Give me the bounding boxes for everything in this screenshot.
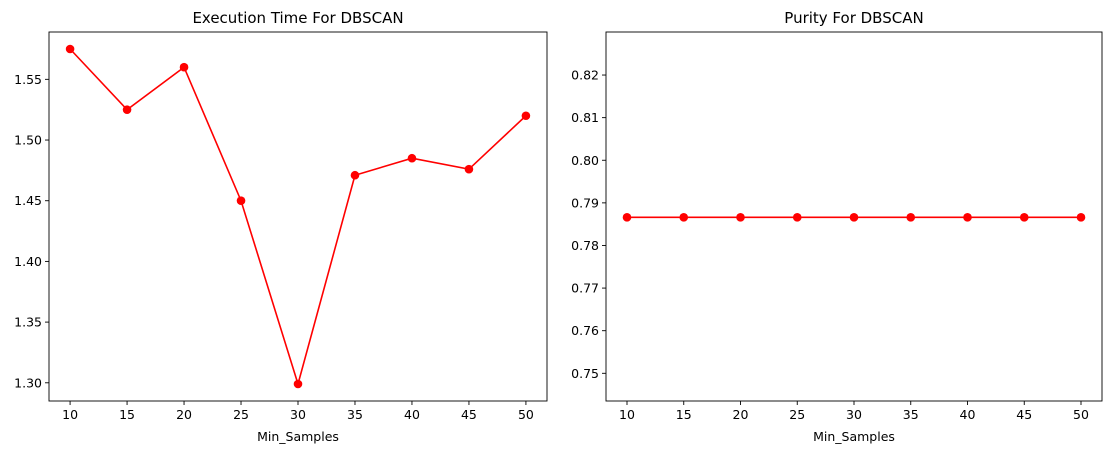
data-point <box>1019 213 1029 222</box>
x-tick-label: 45 <box>461 407 477 422</box>
data-point <box>293 379 303 389</box>
y-tick-label: 0.75 <box>571 366 599 381</box>
data-point <box>350 170 360 180</box>
x-tick-label: 45 <box>1016 407 1032 422</box>
y-tick-label: 0.81 <box>571 110 599 125</box>
chart-title: Execution Time For DBSCAN <box>192 9 403 27</box>
y-tick-label: 0.79 <box>571 195 599 210</box>
data-point <box>622 213 632 222</box>
data-point <box>792 213 802 222</box>
x-tick-label: 50 <box>518 407 534 422</box>
data-point <box>679 213 689 222</box>
x-tick-label: 20 <box>733 407 749 422</box>
data-point <box>464 164 474 174</box>
x-tick-label: 50 <box>1073 407 1089 422</box>
x-tick-label: 25 <box>233 407 249 422</box>
x-tick-label: 15 <box>119 407 135 422</box>
x-tick-label: 40 <box>404 407 420 422</box>
chart-title: Purity For DBSCAN <box>784 9 923 27</box>
plot-area-frame <box>48 31 548 402</box>
data-point <box>122 105 132 114</box>
x-tick-label: 35 <box>347 407 363 422</box>
chart-panel-2: Purity For DBSCAN 10 15 20 25 30 35 40 45 50 0.75 0… <box>571 9 1103 444</box>
x-tick-label: 30 <box>846 407 862 422</box>
y-tick-label: 1.55 <box>14 72 42 87</box>
y-tick-label: 0.78 <box>571 238 599 253</box>
x-tick-label: 35 <box>903 407 919 422</box>
x-tick-label: 10 <box>619 407 635 422</box>
y-tick-label: 1.45 <box>14 193 42 208</box>
y-tick-label: 1.30 <box>14 375 42 390</box>
x-tick-label: 15 <box>676 407 692 422</box>
x-axis-label: Min_Samples <box>257 429 339 444</box>
data-point <box>521 111 531 121</box>
y-tick-label: 0.77 <box>571 281 599 296</box>
y-tick-label: 0.82 <box>571 68 599 83</box>
x-tick-label: 20 <box>176 407 192 422</box>
x-tick-label: 10 <box>62 407 78 422</box>
y-tick-label: 1.35 <box>14 315 42 330</box>
series-line <box>69 48 527 387</box>
data-point <box>906 213 916 222</box>
y-tick-label: 0.80 <box>571 153 599 168</box>
x-tick-label: 40 <box>960 407 976 422</box>
y-tick-label: 1.50 <box>14 133 42 148</box>
data-point <box>963 213 972 222</box>
y-tick-label: 0.76 <box>571 323 599 338</box>
data-point <box>1076 213 1086 222</box>
chart-panel-1: Execution Time For DBSCAN 10 15 20 25 30 35 40 4… <box>14 9 548 444</box>
x-tick-label: 30 <box>290 407 306 422</box>
x-axis-label: Min_Samples <box>813 429 895 444</box>
y-tick-label: 1.40 <box>14 254 42 269</box>
data-point <box>736 213 745 222</box>
data-point <box>65 44 75 54</box>
data-point <box>179 62 189 72</box>
data-point <box>236 196 246 206</box>
data-point <box>849 213 859 222</box>
data-point <box>407 153 417 163</box>
x-tick-label: 25 <box>789 407 805 422</box>
